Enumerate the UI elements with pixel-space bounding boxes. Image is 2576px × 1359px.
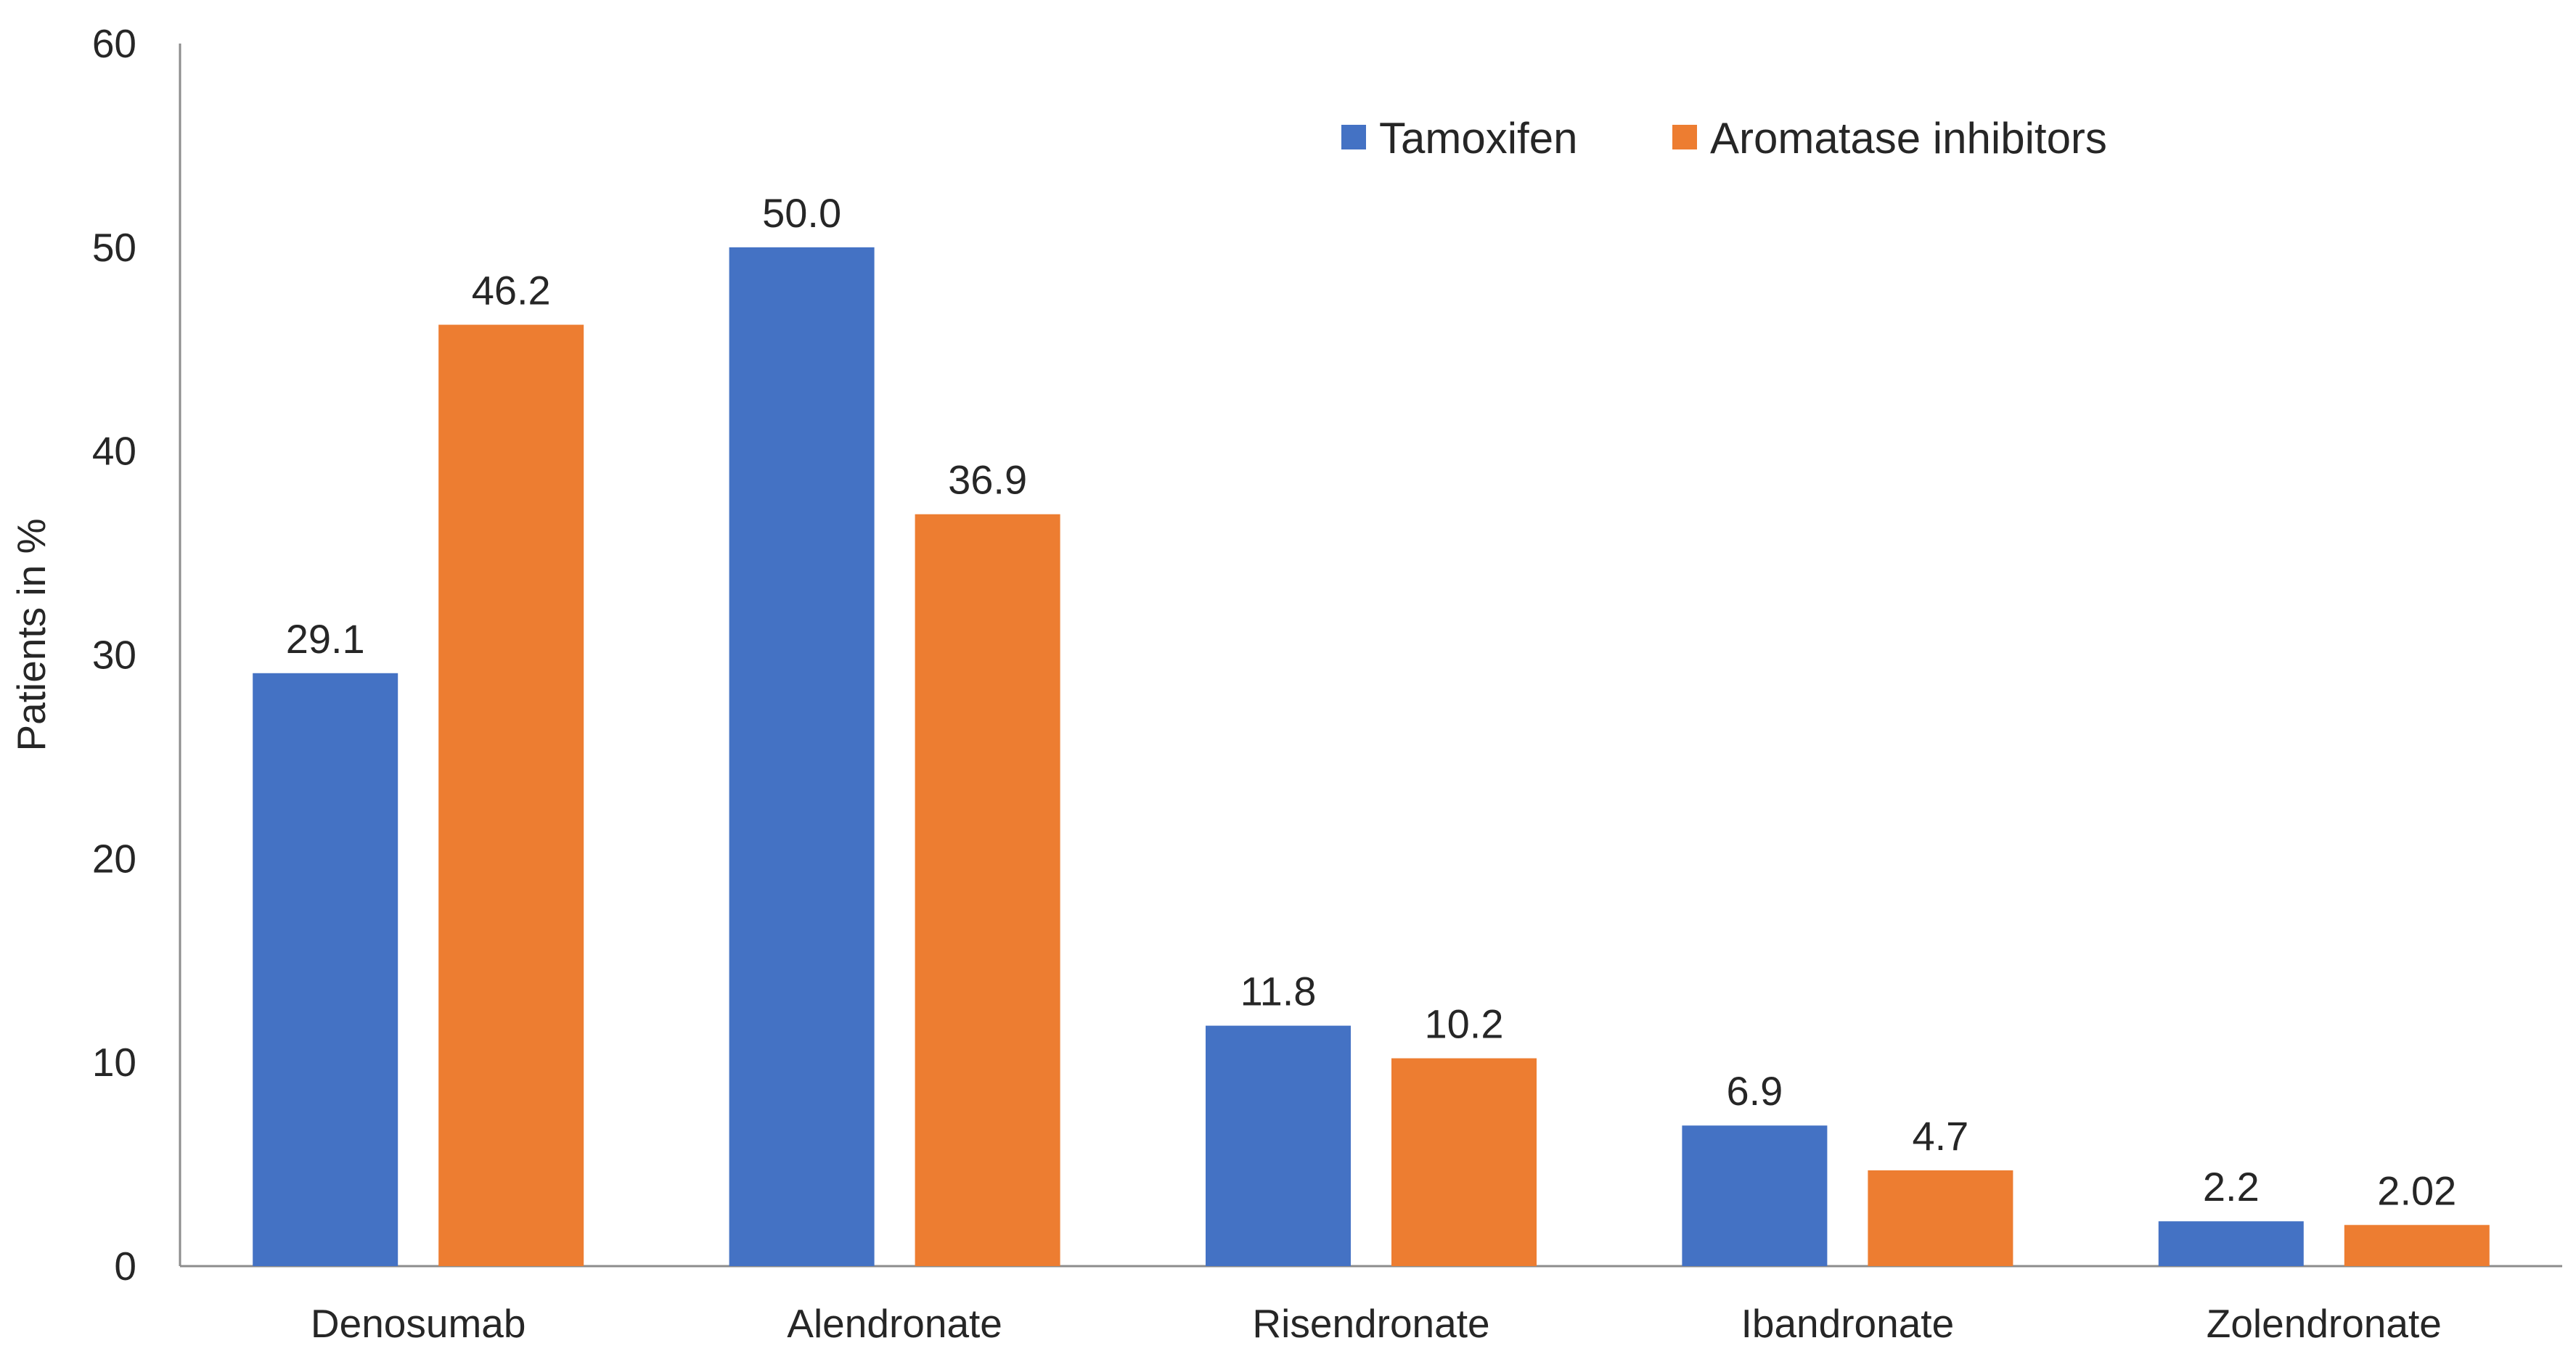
data-label-tamoxifen: 6.9 [1726,1068,1783,1114]
x-tick-label: Denosumab [311,1301,526,1346]
data-label-tamoxifen: 2.2 [2203,1164,2260,1210]
bar-aromatase-inhibitors [2344,1225,2490,1266]
bar-tamoxifen [2158,1221,2304,1266]
data-label-tamoxifen: 11.8 [1240,969,1317,1014]
data-label-aromatase-inhibitors: 10.2 [1425,1001,1504,1047]
y-tick-label: 60 [92,21,136,66]
data-labels: 29.1 50.0 11.8 6.9 2.2 46.2 36.9 10.2 4.7 2.02 [286,190,2457,1213]
bar-aromatase-inhibitors [438,324,584,1266]
bar-aromatase-inhibitors [1868,1170,2013,1266]
y-tick-label: 40 [92,429,136,474]
y-tick-label: 0 [114,1244,136,1289]
x-tick-label: Risendronate [1252,1301,1489,1346]
y-tick-label: 30 [92,633,136,678]
legend: Tamoxifen Aromatase inhibitors [1341,114,2107,163]
y-axis-title: Patients in % [9,518,54,751]
legend-label-tamoxifen: Tamoxifen [1379,114,1577,163]
legend-label-aromatase-inhibitors: Aromatase inhibitors [1710,114,2107,163]
legend-swatch-tamoxifen [1341,125,1366,149]
x-axis: Denosumab Alendronate Risendronate Ibandron… [180,1265,2562,1346]
y-tick-label: 50 [92,225,136,270]
x-tick-label: Ibandronate [1741,1301,1955,1346]
legend-swatch-aromatase-inhibitors [1672,125,1697,149]
data-label-aromatase-inhibitors: 36.9 [948,457,1027,503]
y-axis: 0 10 20 30 40 50 60 [92,21,181,1289]
data-label-aromatase-inhibitors: 46.2 [472,268,551,313]
bar-aromatase-inhibitors [1391,1058,1537,1266]
y-tick-label: 10 [92,1040,136,1085]
x-tick-label: Zolendronate [2207,1301,2442,1346]
data-label-aromatase-inhibitors: 4.7 [1912,1113,1968,1159]
data-label-tamoxifen: 29.1 [286,616,365,662]
bars [253,247,2490,1266]
bar-tamoxifen [1206,1025,1351,1266]
data-label-aromatase-inhibitors: 2.02 [2377,1167,2456,1213]
bar-aromatase-inhibitors [915,514,1060,1266]
data-label-tamoxifen: 50.0 [762,190,841,236]
y-tick-label: 20 [92,836,136,881]
bar-tamoxifen [253,673,398,1266]
bar-tamoxifen [1682,1125,1828,1266]
x-tick-label: Alendronate [787,1301,1002,1346]
bar-tamoxifen [729,247,875,1266]
